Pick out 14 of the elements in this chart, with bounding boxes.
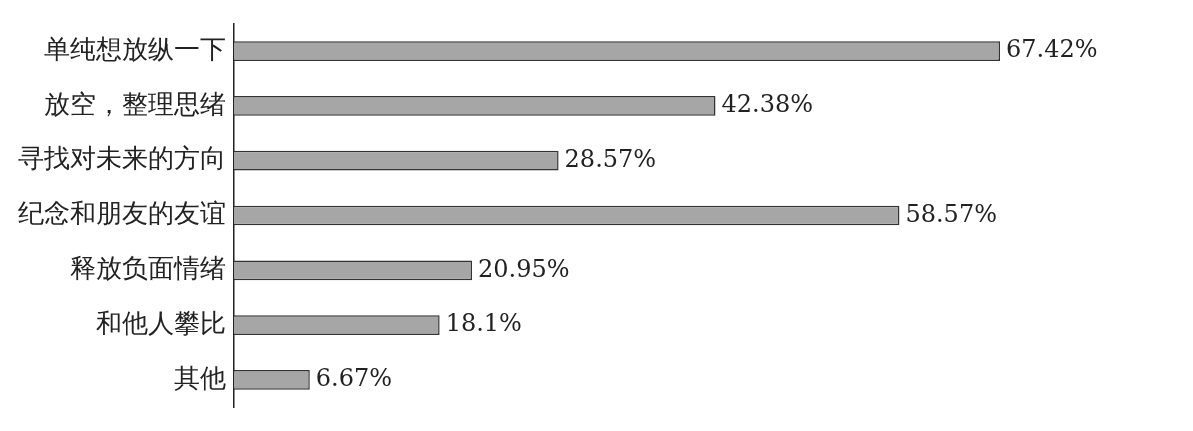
- data-label: 67.42%: [1006, 35, 1098, 64]
- y-tick-label: 释放负面情绪: [70, 253, 226, 284]
- y-tick-label: 寻找对未来的方向: [18, 143, 226, 174]
- data-label: 28.57%: [564, 144, 657, 173]
- y-tick-label: 和他人攀比: [96, 307, 226, 338]
- data-label: 58.57%: [905, 199, 997, 228]
- data-label: 42.38%: [721, 90, 814, 119]
- y-tick-label: 其他: [174, 362, 226, 393]
- y-tick-label: 单纯想放纵一下: [44, 33, 226, 64]
- y-tick-label: 放空，整理思绪: [44, 88, 226, 119]
- y-tick-label: 纪念和朋友的友谊: [18, 198, 226, 229]
- data-label: 20.95%: [478, 254, 570, 283]
- data-label: 18.1%: [445, 309, 522, 338]
- data-label: 6.67%: [315, 364, 393, 393]
